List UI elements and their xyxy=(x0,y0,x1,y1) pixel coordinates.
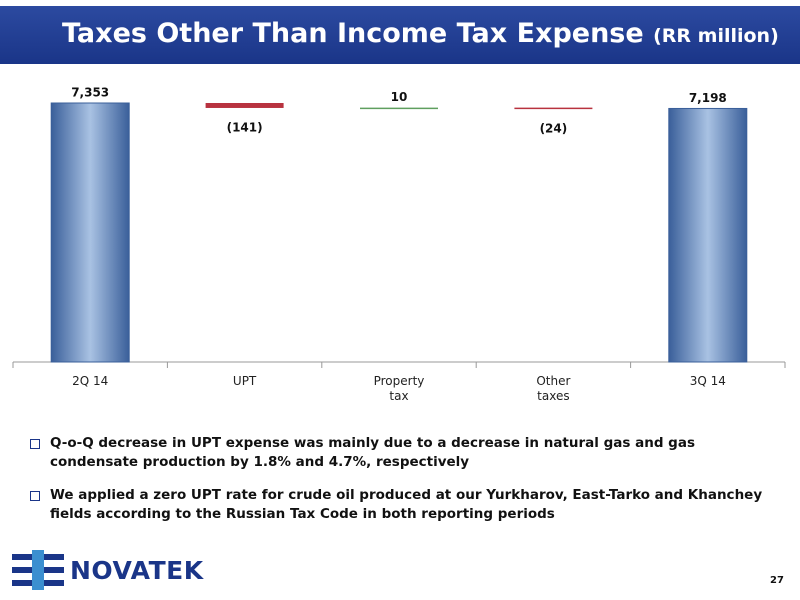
bar xyxy=(514,107,593,110)
bar xyxy=(205,103,284,108)
title-text: Taxes Other Than Income Tax Expense xyxy=(62,18,644,49)
page-number: 27 xyxy=(770,575,784,586)
x-tick-label: 3Q 14 xyxy=(689,374,726,388)
data-label: 7,353 xyxy=(71,86,109,100)
bullet-text: Q-o-Q decrease in UPT expense was mainly… xyxy=(50,435,695,470)
title: Taxes Other Than Income Tax Expense (RR … xyxy=(62,18,779,49)
bar xyxy=(360,107,438,110)
logo: NOVATEK xyxy=(70,556,204,585)
bullet: We applied a zero UPT rate for crude oil… xyxy=(30,486,770,524)
data-label: 10 xyxy=(391,90,408,104)
x-tick-label: UPT xyxy=(232,374,257,388)
data-label: 7,198 xyxy=(689,91,727,105)
bullet: Q-o-Q decrease in UPT expense was mainly… xyxy=(30,434,770,472)
data-label: (24) xyxy=(540,122,568,136)
x-tick-label: Property tax xyxy=(373,374,425,403)
bar xyxy=(668,107,748,363)
header-bar xyxy=(0,6,800,64)
bullet-text: We applied a zero UPT rate for crude oil… xyxy=(50,487,763,522)
x-tick-label: Other taxes xyxy=(536,374,571,403)
x-tick-label: 2Q 14 xyxy=(72,374,109,388)
title-unit: (RR million) xyxy=(653,25,779,47)
chart: 7,353 (141) 10 (24) 7,198 xyxy=(12,86,786,368)
bar xyxy=(50,102,130,363)
data-label: (141) xyxy=(227,120,263,134)
logo-icon xyxy=(12,550,64,590)
